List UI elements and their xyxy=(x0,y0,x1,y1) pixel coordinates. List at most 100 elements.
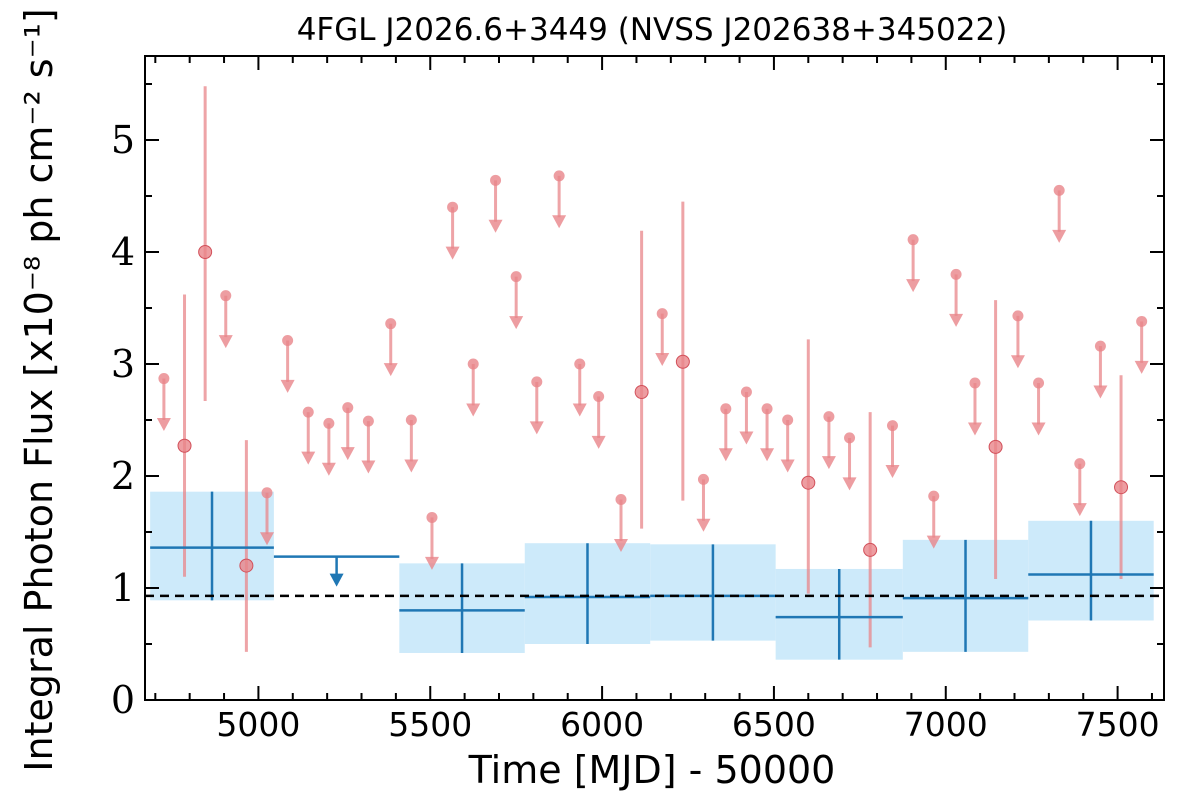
fine-upper-limit-point xyxy=(323,417,335,429)
x-tick-label: 5000 xyxy=(216,705,300,744)
coarse-upper-limit-arrowhead xyxy=(329,573,344,587)
fine-upper-limit-arrowhead xyxy=(613,538,628,552)
fine-upper-limit-arrowhead xyxy=(572,403,587,417)
fine-upper-limit-arrowhead xyxy=(906,279,921,293)
fine-upper-limit-point xyxy=(720,403,732,415)
fine-upper-limit-arrowhead xyxy=(156,418,171,431)
fine-upper-limit-point xyxy=(1053,184,1065,196)
x-tick-label: 7000 xyxy=(904,705,988,744)
fine-upper-limit-point xyxy=(782,414,794,426)
fine-upper-limit-point xyxy=(302,406,314,418)
x-tick-label: 6000 xyxy=(560,705,644,744)
fine-upper-limit-arrowhead xyxy=(383,363,398,377)
axis-ticks: 5000 5500 6000 6500 7000 7500 0 1 2 3 4 5 xyxy=(111,56,1164,744)
fine-upper-limit-point xyxy=(490,174,502,186)
fine-upper-limit-point xyxy=(447,201,459,213)
fine-upper-limit-point xyxy=(1012,310,1024,322)
y-tick-label: 3 xyxy=(111,342,135,386)
fine-upper-limit-arrowhead xyxy=(1093,385,1108,399)
fine-upper-limit-point xyxy=(510,271,522,283)
fine-upper-limit-arrowhead xyxy=(1031,422,1046,436)
y-tick-label: 1 xyxy=(111,566,135,610)
fine-upper-limit-arrowhead xyxy=(842,477,857,491)
fine-upper-limit-point xyxy=(220,290,232,302)
fine-upper-limit-point xyxy=(362,415,374,427)
fine-bin-point xyxy=(634,385,649,399)
fine-bin-point xyxy=(988,439,1003,454)
fine-upper-limit-arrowhead xyxy=(445,246,460,260)
fine-upper-limit-point xyxy=(950,268,962,280)
fine-upper-limit-arrowhead xyxy=(696,518,711,532)
y-axis-label: Integral Photon Flux [x10⁻⁸ ph cm⁻² s⁻¹] xyxy=(17,8,61,771)
fine-upper-limit-point xyxy=(656,308,668,320)
fine-upper-limit-arrowhead xyxy=(340,447,355,461)
fine-upper-limit-arrowhead xyxy=(424,556,439,570)
fine-bin-point xyxy=(801,475,816,490)
fine-bin-point xyxy=(198,245,213,259)
x-tick-label: 5500 xyxy=(388,705,472,744)
plot-frame xyxy=(144,55,1165,701)
fine-upper-limit-point xyxy=(697,473,709,485)
fine-bin-point xyxy=(675,354,690,369)
fine-upper-limit-arrowhead xyxy=(218,335,233,349)
fine-upper-limit-point xyxy=(158,373,170,385)
fine-upper-limit-arrowhead xyxy=(780,459,795,473)
fine-upper-limit-arrowhead xyxy=(1052,229,1067,243)
fine-upper-limit-arrowhead xyxy=(321,462,336,476)
fine-upper-limit-point xyxy=(907,234,919,246)
fine-upper-limit-point xyxy=(467,358,479,370)
fine-upper-limit-arrowhead xyxy=(509,316,524,330)
x-tick-label: 6500 xyxy=(732,705,816,744)
plot-area xyxy=(145,86,1164,660)
fine-upper-limit-point xyxy=(1136,315,1148,327)
fine-upper-limit-arrowhead xyxy=(488,219,503,233)
fine-upper-limit-arrowhead xyxy=(655,353,670,367)
fine-upper-limit-point xyxy=(342,402,354,414)
fine-upper-limit-arrowhead xyxy=(926,535,941,549)
fine-bin-point xyxy=(239,558,254,573)
fine-upper-limit-arrowhead xyxy=(466,403,481,417)
fine-upper-limit-arrowhead xyxy=(552,215,567,229)
fine-upper-limit-point xyxy=(823,411,835,423)
fine-bin-point xyxy=(1114,480,1129,495)
x-axis-label: Time [MJD] - 50000 xyxy=(468,748,836,792)
fine-upper-limit-arrowhead xyxy=(821,456,836,470)
fine-upper-limit-point xyxy=(574,358,586,370)
fine-upper-limit-arrowhead xyxy=(718,448,733,462)
fine-upper-limit-arrowhead xyxy=(1134,360,1149,374)
fine-upper-limit-point xyxy=(531,376,543,388)
fine-upper-limit-arrowhead xyxy=(591,435,606,449)
y-tick-label: 0 xyxy=(111,678,135,722)
fine-upper-limit-point xyxy=(886,420,898,432)
fine-upper-limit-point xyxy=(844,432,856,444)
y-tick-label: 5 xyxy=(111,118,135,162)
fine-upper-limit-point xyxy=(282,334,294,346)
fine-upper-limit-point xyxy=(1094,340,1106,352)
fine-upper-limit-arrowhead xyxy=(1072,503,1087,517)
fine-upper-limit-arrowhead xyxy=(301,451,316,465)
fine-upper-limit-point xyxy=(593,390,605,402)
y-tick-label: 4 xyxy=(111,230,135,274)
fine-upper-limit-point xyxy=(405,414,417,426)
x-tick-label: 7500 xyxy=(1076,705,1160,744)
fine-upper-limit-point xyxy=(740,386,752,398)
fine-upper-limit-arrowhead xyxy=(280,379,295,393)
y-tick-label: 2 xyxy=(111,454,135,498)
fine-upper-limit-point xyxy=(928,490,940,502)
fine-upper-limit-point xyxy=(261,487,273,499)
fine-upper-limit-arrowhead xyxy=(361,460,376,474)
fine-upper-limit-point xyxy=(426,511,438,523)
fine-upper-limit-arrowhead xyxy=(760,448,775,462)
fine-upper-limit-arrowhead xyxy=(739,431,754,445)
fine-upper-limit-point xyxy=(615,494,627,506)
fine-upper-limit-arrowhead xyxy=(967,422,982,436)
fine-upper-limit-arrowhead xyxy=(529,421,544,435)
fine-bin-point xyxy=(863,542,878,557)
fine-upper-limit-arrowhead xyxy=(885,465,900,479)
fine-upper-limit-point xyxy=(553,170,565,182)
fine-upper-limit-arrowhead xyxy=(1010,355,1025,369)
fine-upper-limit-arrowhead xyxy=(404,459,419,473)
chart-title: 4FGL J2026.6+3449 (NVSS J202638+345022) xyxy=(297,12,1008,48)
fine-upper-limit-point xyxy=(969,377,981,389)
